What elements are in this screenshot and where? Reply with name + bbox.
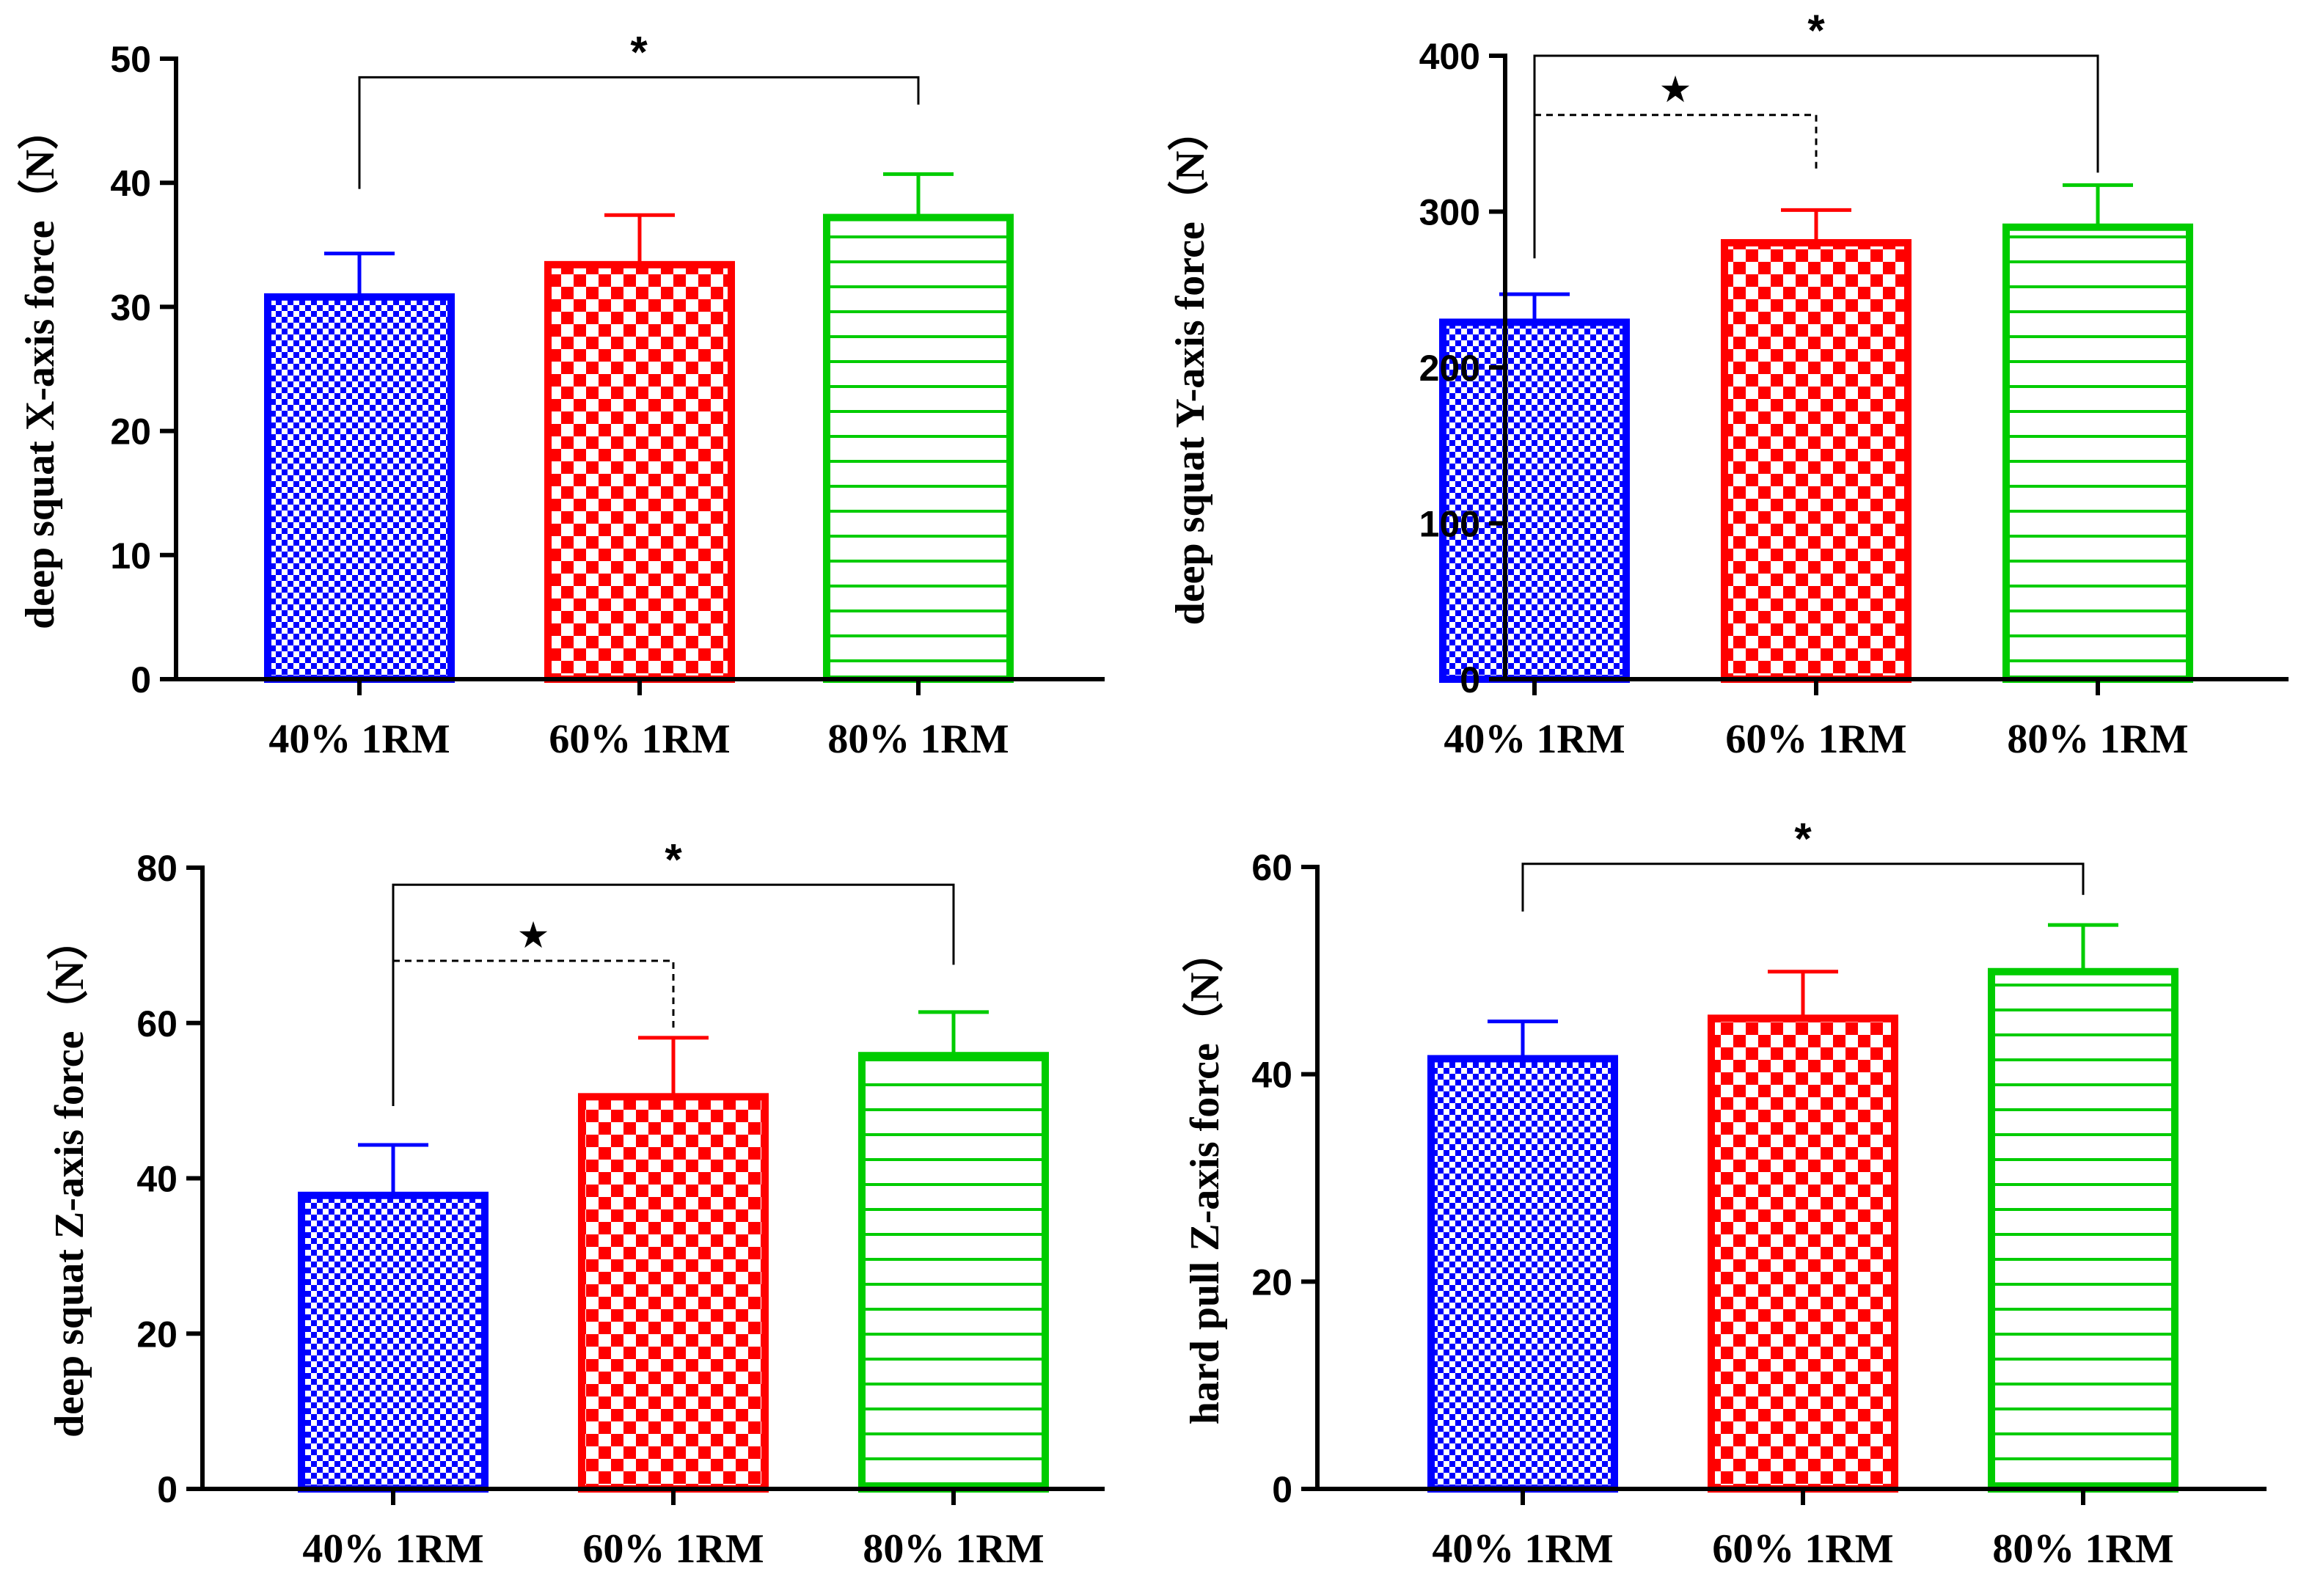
y-tick-label: 80 <box>136 848 178 889</box>
bar-80-1rm <box>2002 223 2193 683</box>
y-tick-label: 300 <box>1419 192 1480 233</box>
bar-60-1rm <box>1721 239 1912 683</box>
y-tick-label: 20 <box>1251 1262 1292 1303</box>
y-tick-label: 0 <box>1272 1469 1292 1510</box>
x-tick-label: 40% 1RM <box>1432 1526 1613 1572</box>
y-tick-label: 60 <box>136 1003 178 1044</box>
x-tick-label: 80% 1RM <box>863 1526 1044 1572</box>
chart-panel-deep-squat-z-axis-force: 0 20 40 60 80 40% 1RM 60% 1RM 80% 1RM deep squat… <box>46 835 1105 1572</box>
significance-label: * <box>1794 814 1812 863</box>
significance-label: * <box>630 27 648 76</box>
y-tick-label: 20 <box>110 411 151 453</box>
chart-panel-y-axis-force: 0 100 200 300 400 40% 1RM 60% 1RM 80% 1RM deep s… <box>1167 6 2289 762</box>
y-axis-title: deep squat Y-axis force（N） <box>1167 110 1213 626</box>
y-tick-label: 40 <box>1251 1055 1292 1096</box>
x-tick-label: 60% 1RM <box>549 717 730 762</box>
bar-80-1rm <box>1988 967 2179 1493</box>
bar-80-1rm <box>823 213 1014 683</box>
significance-bracket <box>358 76 920 189</box>
significance-bracket <box>1534 114 1818 170</box>
significance-bracket <box>392 883 955 1107</box>
significance-bracket <box>1521 863 2085 912</box>
x-tick-label: 40% 1RM <box>302 1526 483 1572</box>
significance-label: ★ <box>1659 68 1692 111</box>
y-tick-label: 20 <box>136 1314 178 1355</box>
y-tick-label: 10 <box>110 535 151 576</box>
y-axis-title: deep squat Z-axis force（N） <box>46 919 92 1438</box>
y-tick-label: 40 <box>136 1159 178 1200</box>
x-tick-label: 60% 1RM <box>1712 1526 1893 1572</box>
x-tick-label: 80% 1RM <box>2007 717 2188 762</box>
x-tick-label: 60% 1RM <box>1725 717 1906 762</box>
bar-60-1rm <box>1708 1014 1898 1493</box>
significance-label: * <box>665 835 682 884</box>
y-tick-label: 50 <box>110 39 151 80</box>
y-tick-label: 200 <box>1419 348 1480 389</box>
x-tick-label: 80% 1RM <box>827 717 1009 762</box>
bar-80-1rm <box>858 1052 1049 1493</box>
y-tick-label: 400 <box>1419 36 1480 77</box>
y-tick-label: 100 <box>1419 504 1480 545</box>
x-tick-label: 80% 1RM <box>1992 1526 2173 1572</box>
y-tick-label: 0 <box>131 659 151 700</box>
y-tick-label: 60 <box>1251 847 1292 888</box>
x-tick-label: 60% 1RM <box>582 1526 764 1572</box>
y-tick-label: 30 <box>110 287 151 328</box>
bar-60-1rm <box>544 260 735 683</box>
y-tick-label: 40 <box>110 163 151 204</box>
bar-40-1rm <box>298 1191 489 1493</box>
y-tick-label: 0 <box>157 1469 178 1510</box>
y-axis-title: hard pull Z-axis force（N） <box>1182 931 1228 1425</box>
y-tick-label: 0 <box>1460 659 1480 700</box>
significance-bracket <box>393 959 675 1031</box>
y-axis-title: deep squat X-axis force（N） <box>17 109 63 629</box>
significance-label: * <box>1807 6 1825 55</box>
significance-bracket <box>1533 54 2099 259</box>
chart-panel-hard-pull-z-axis-force: 0 20 40 60 40% 1RM 60% 1RM 80% 1RM hard pull Z-… <box>1182 814 2267 1572</box>
x-tick-label: 40% 1RM <box>1444 717 1625 762</box>
bar-40-1rm <box>1427 1055 1618 1493</box>
chart-panel-x-axis-force: 0 10 20 30 40 50 40% 1RM 60% 1RM 80% 1RM deep squ… <box>17 27 1105 762</box>
x-tick-label: 40% 1RM <box>268 717 450 762</box>
bar-40-1rm <box>264 293 455 683</box>
significance-label: ★ <box>517 914 550 956</box>
bar-60-1rm <box>578 1093 769 1493</box>
